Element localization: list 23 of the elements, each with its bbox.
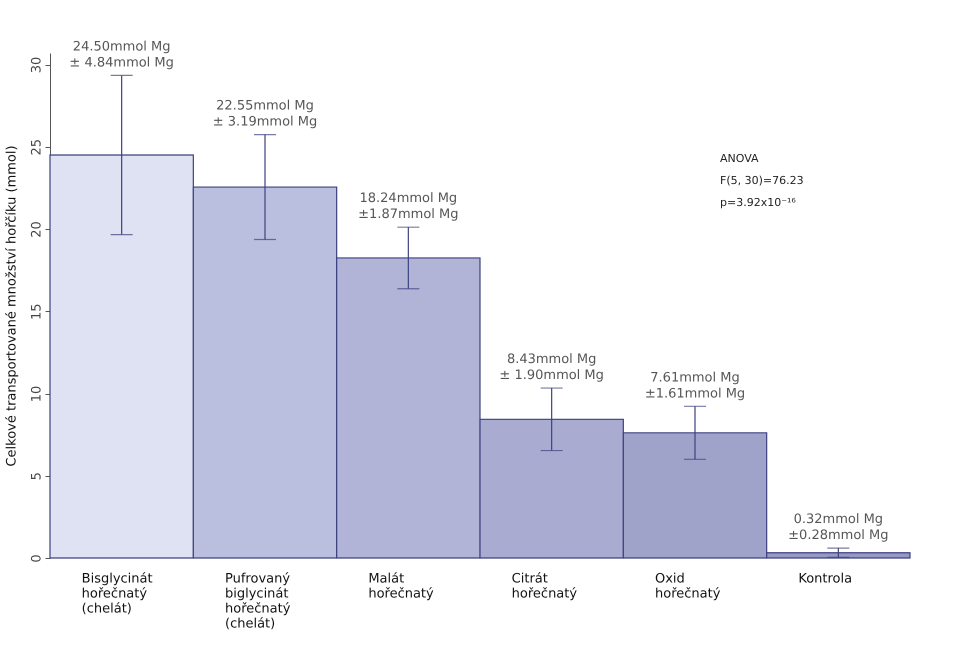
annotation: F(5, 30)=76.23 [720, 174, 804, 187]
text: 22.55mmol Mg ± 3.19mmol Mg [212, 98, 318, 130]
text: 18.24mmol Mg ±1.87mmol Mg [358, 191, 459, 222]
y-tick-label: 5 [30, 472, 44, 480]
y-tick-label: 20 [30, 221, 44, 238]
x-tick-label: Citrát hořečnatý [512, 572, 578, 602]
y-tick-label: 25 [30, 138, 44, 156]
annotation: p=3.92x10⁻¹⁶ [720, 196, 796, 209]
text: 0.32mmol Mg ±0.28mmol Mg [788, 512, 889, 544]
y-axis-title: Celkové transportované množství hořčíku (mmol) [4, 145, 20, 467]
y-tick-label: 0 [30, 554, 44, 563]
y-tick-label: 10 [30, 386, 44, 402]
x-tick-label: Kontrola [798, 572, 852, 586]
x-tick-label: Pufrovaný biglycinát hořečnatý (chelát) [225, 572, 291, 632]
x-tick-label: Oxid hořečnatý [655, 572, 721, 602]
text: 8.43mmol Mg ± 1.90mmol Mg [499, 352, 604, 384]
text: 24.50mmol Mg ± 4.84mmol Mg [69, 39, 174, 70]
text: 7.61mmol Mg ±1.61mmol Mg [644, 370, 746, 402]
x-tick-label: Bisglycinát hořečnatý (chelát) [82, 572, 153, 616]
annotation: ANOVA [720, 152, 760, 165]
x-tick-label: Malát hořečnatý [368, 572, 434, 602]
y-tick-label: 30 [30, 56, 44, 74]
y-tick-label: 15 [30, 303, 44, 320]
